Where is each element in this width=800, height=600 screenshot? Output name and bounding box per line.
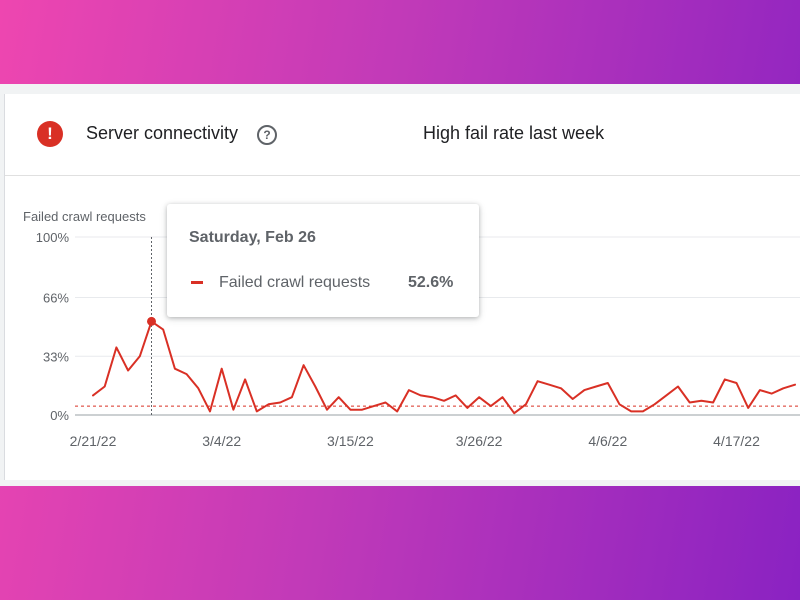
y-axis-title: Failed crawl requests: [23, 209, 146, 224]
x-tick-label: 4/6/22: [588, 433, 627, 449]
report-title: Server connectivity: [86, 123, 239, 143]
tooltip-date: Saturday, Feb 26: [189, 229, 316, 246]
series-line: [92, 320, 796, 415]
help-circle-icon[interactable]: ?: [257, 125, 277, 145]
x-tick-label: 3/15/22: [327, 433, 374, 449]
error-icon: !: [37, 121, 63, 147]
tooltip-value: 52.6%: [408, 274, 454, 291]
x-tick-label: 2/21/22: [70, 433, 117, 449]
x-tick-label: 4/17/22: [713, 433, 760, 449]
y-tick-label: 33%: [43, 349, 69, 364]
highlighted-point: [147, 316, 156, 326]
y-tick-label: 0%: [50, 408, 69, 423]
y-tick-label: 100%: [36, 230, 70, 245]
y-tick-label: 66%: [43, 291, 69, 306]
tooltip-series-swatch: [191, 281, 203, 284]
x-tick-label: 3/4/22: [202, 433, 241, 449]
status-text: High fail rate last week: [423, 123, 605, 143]
tooltip-series-name: Failed crawl requests: [219, 274, 371, 291]
chart-tooltip: Saturday, Feb 26 Failed crawl requests 5…: [167, 204, 479, 317]
report-header[interactable]: ! Server connectivity ? High fail rate l…: [5, 94, 800, 176]
chart-card: ! Server connectivity ? High fail rate l…: [0, 84, 800, 486]
report-panel: ! Server connectivity ? High fail rate l…: [4, 94, 800, 480]
x-tick-label: 3/26/22: [456, 433, 503, 449]
